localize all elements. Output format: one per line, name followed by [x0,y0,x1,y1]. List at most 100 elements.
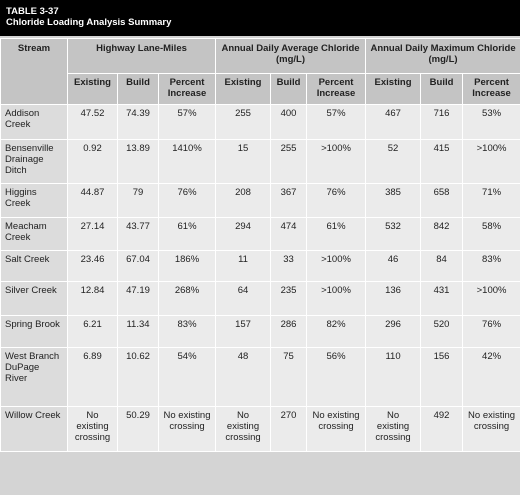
group-header: Annual Daily Maximum Chloride (mg/L) [365,38,520,74]
cell: >100% [462,139,520,184]
cell: 367 [270,183,308,218]
data-row: Higgins Creek 44.87 79 76% 208 367 76% 385 658 71… [0,183,520,218]
table-title: Chloride Loading Analysis Summary [6,17,172,28]
cell: 6.89 [67,347,118,407]
column-header: Percent Increase [462,73,520,105]
data-row: West Branch DuPage River 6.89 10.62 54% 48 75… [0,347,520,407]
cell: 658 [420,183,464,218]
data-row: Addison Creek 47.52 74.39 57% 255 400 57% 467 71… [0,104,520,140]
title-bar: TABLE 3-37 Chloride Loading Analysis Sum… [0,0,520,36]
cell: 6.21 [67,315,118,348]
cell: 11.34 [117,315,159,348]
cell: 1410% [157,139,217,184]
cell: 13.89 [117,139,159,184]
data-row: Silver Creek 12.84 47.19 268% 64 235 >100% 136 4… [0,281,520,316]
cell: 61% [306,217,367,251]
cell: 56% [306,347,367,407]
cell: 76% [306,183,367,218]
cell: 57% [306,104,367,140]
cell: 57% [157,104,217,140]
cell: 716 [420,104,464,140]
cell: No existing crossing [306,406,367,452]
stream-name: Willow Creek [0,406,68,452]
column-header: Existing [365,73,422,105]
cell: 67.04 [117,250,159,282]
column-header: Build [270,73,308,105]
stream-name: Higgins Creek [0,183,68,218]
cell: 12.84 [67,281,118,316]
column-header: Percent Increase [306,73,367,105]
stream-name: Bensenville Drainage Ditch [0,139,68,184]
cell: 71% [462,183,520,218]
cell: 415 [420,139,464,184]
cell: 50.29 [117,406,159,452]
data-row: Salt Creek 23.46 67.04 186% 11 33 >100% 46 84 83% [0,250,520,282]
cell: 43.77 [117,217,159,251]
stream-name: Addison Creek [0,104,68,140]
cell: 186% [157,250,217,282]
cell: 520 [420,315,464,348]
stream-name: Silver Creek [0,281,68,316]
cell: 64 [215,281,272,316]
cell: 294 [215,217,272,251]
cell: No existing crossing [157,406,217,452]
data-row: Spring Brook 6.21 11.34 83% 157 286 82% 296 520 7… [0,315,520,348]
cell: 0.92 [67,139,118,184]
cell: No existing crossing [365,406,422,452]
cell: 268% [157,281,217,316]
cell: >100% [306,250,367,282]
column-header: Build [117,73,159,105]
cell: 15 [215,139,272,184]
cell: 296 [365,315,422,348]
cell: 47.19 [117,281,159,316]
cell: 27.14 [67,217,118,251]
data-row: Meacham Creek 27.14 43.77 61% 294 474 61% 532 84… [0,217,520,251]
cell: 385 [365,183,422,218]
cell: 492 [420,406,464,452]
data-row: Bensenville Drainage Ditch 0.92 13.89 1410%… [0,139,520,184]
cell: 54% [157,347,217,407]
cell: 10.62 [117,347,159,407]
column-header: Percent Increase [157,73,217,105]
cell: 79 [117,183,159,218]
group-header: Highway Lane-Miles [66,38,217,74]
cell: >100% [306,281,367,316]
cell: 286 [270,315,308,348]
stream-name: Meacham Creek [0,217,68,251]
stream-name: Salt Creek [0,250,68,282]
cell: 84 [420,250,464,282]
cell: No existing crossing [462,406,520,452]
cell: 157 [215,315,272,348]
subheader-row: Existing Build Percent Increase Existing Bui… [1,73,520,105]
cell: >100% [306,139,367,184]
cell: 842 [420,217,464,251]
cell: 74.39 [117,104,159,140]
cell: 42% [462,347,520,407]
cell: >100% [462,281,520,316]
stream-name: West Branch DuPage River [0,347,68,407]
cell: 47.52 [67,104,118,140]
cell: 110 [365,347,422,407]
header-row: Stream Highway Lane-Miles Annual Daily Ave… [0,38,520,105]
stream-name: Spring Brook [0,315,68,348]
cell: 44.87 [67,183,118,218]
summary-table: Stream Highway Lane-Miles Annual Daily Ave… [0,38,520,452]
group-header: Annual Daily Average Chloride (mg/L) [215,38,367,74]
cell: 58% [462,217,520,251]
cell: 75 [270,347,308,407]
cell: 82% [306,315,367,348]
cell: 474 [270,217,308,251]
cell: 270 [270,406,308,452]
table-number: TABLE 3-37 [6,6,59,17]
cell: 23.46 [67,250,118,282]
cell: 83% [157,315,217,348]
stream-header: Stream [0,38,68,105]
cell: 46 [365,250,422,282]
cell: 431 [420,281,464,316]
cell: 61% [157,217,217,251]
column-header: Existing [215,73,272,105]
cell: 467 [365,104,422,140]
cell: 76% [462,315,520,348]
cell: 208 [215,183,272,218]
